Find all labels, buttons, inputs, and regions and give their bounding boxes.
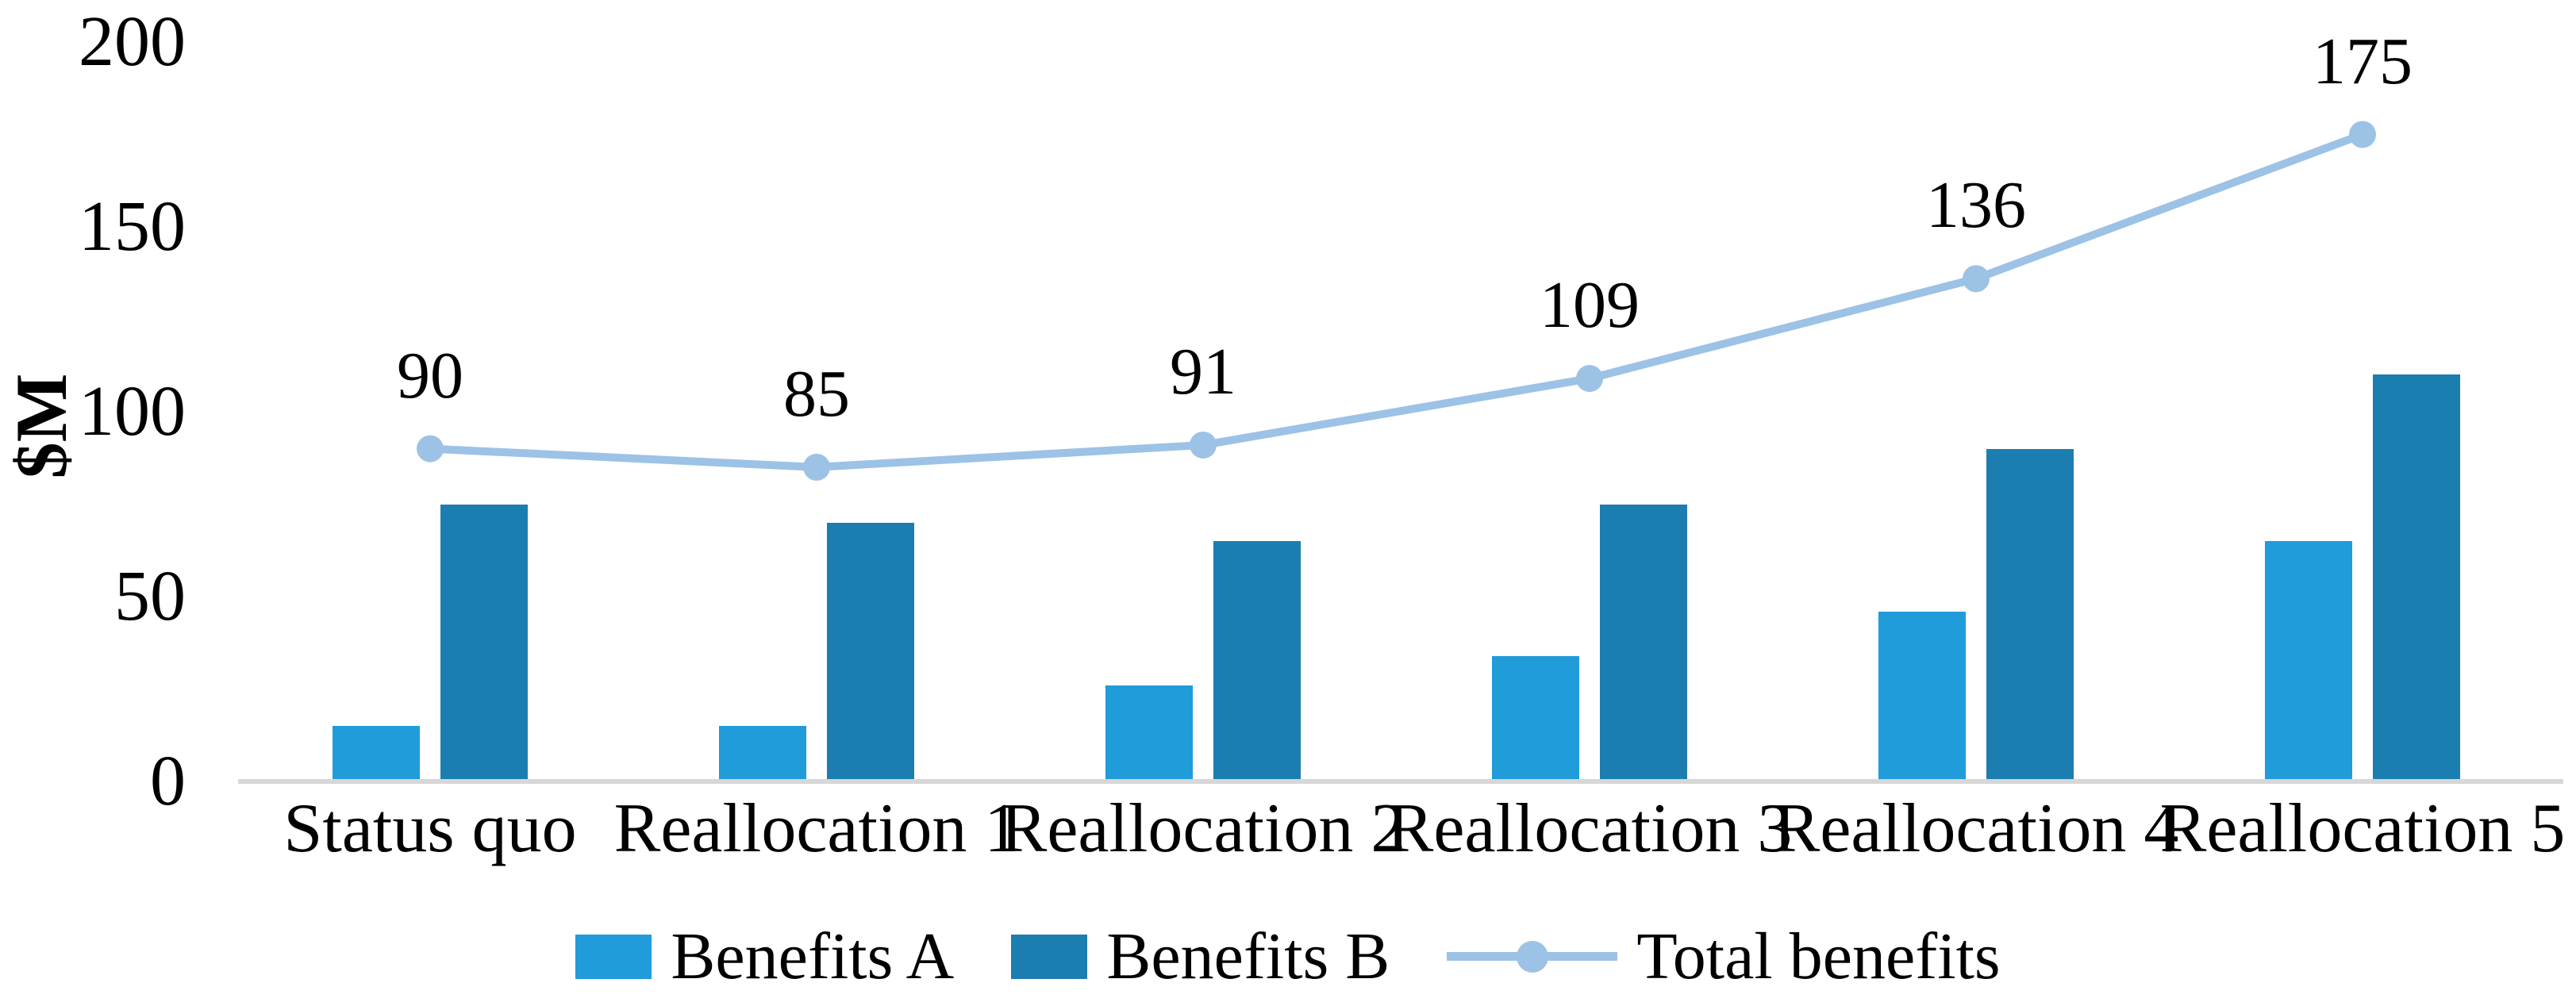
benefits-b-swatch-icon	[1011, 934, 1088, 979]
bar-benefits-b-reallocation-1	[827, 522, 914, 781]
bar-benefits-a-status-quo	[333, 726, 420, 781]
x-category-label: Reallocation 2	[1000, 790, 1406, 867]
x-axis-line	[238, 779, 2563, 784]
benefits-a-swatch-icon	[575, 934, 652, 979]
bar-benefits-a-reallocation-2	[1105, 685, 1193, 781]
legend-label: Total benefits	[1636, 919, 2001, 993]
total-benefits-line-marker-icon	[1447, 940, 1618, 973]
y-tick-label: 0	[150, 742, 186, 820]
bar-benefits-b-reallocation-5	[2373, 374, 2460, 781]
total-benefits-data-label: 90	[397, 338, 463, 413]
bar-benefits-a-reallocation-5	[2265, 541, 2352, 781]
x-category-label: Reallocation 4	[1773, 790, 2179, 867]
x-category-label: Reallocation 1	[613, 790, 1020, 867]
line-marker-icon	[803, 453, 830, 481]
line-marker-icon	[1190, 431, 1217, 459]
legend-label: Benefits A	[671, 919, 955, 993]
y-tick-label: 200	[79, 2, 186, 81]
bar-benefits-b-reallocation-2	[1213, 541, 1301, 781]
bar-benefits-b-reallocation-4	[1986, 448, 2074, 781]
bar-benefits-a-reallocation-4	[1878, 611, 1966, 781]
x-category-label: Reallocation 5	[2159, 790, 2566, 867]
x-category-label: Reallocation 3	[1386, 790, 1793, 867]
line-marker-icon	[2349, 121, 2376, 148]
total-benefits-polyline	[426, 130, 2366, 471]
line-marker-dot-icon	[1516, 940, 1548, 973]
total-benefits-data-label: 85	[783, 356, 850, 431]
legend-item-benefits-b: Benefits B	[1011, 917, 1390, 996]
line-marker-icon	[1963, 265, 1990, 293]
bar-benefits-b-reallocation-3	[1600, 504, 1687, 781]
legend-item-total-benefits: Total benefits	[1447, 917, 2001, 996]
bar-benefits-b-status-quo	[440, 504, 528, 781]
x-category-label: Status quo	[283, 790, 577, 867]
total-benefits-data-label: 175	[2313, 24, 2413, 98]
legend-label: Benefits B	[1106, 919, 1390, 993]
total-benefits-data-label: 91	[1170, 334, 1236, 409]
y-tick-label: 150	[79, 187, 186, 266]
y-tick-label: 50	[114, 557, 186, 635]
legend: Benefits A Benefits B Total benefits	[0, 911, 2576, 1002]
bar-benefits-a-reallocation-1	[719, 726, 806, 781]
total-benefits-data-label: 109	[1540, 268, 1640, 343]
bar-benefits-a-reallocation-3	[1492, 655, 1579, 781]
line-marker-icon	[1576, 365, 1603, 393]
total-benefits-data-label: 136	[1926, 168, 2026, 243]
y-tick-label: 100	[79, 372, 186, 451]
legend-item-benefits-a: Benefits A	[575, 917, 954, 996]
line-marker-icon	[417, 435, 444, 463]
